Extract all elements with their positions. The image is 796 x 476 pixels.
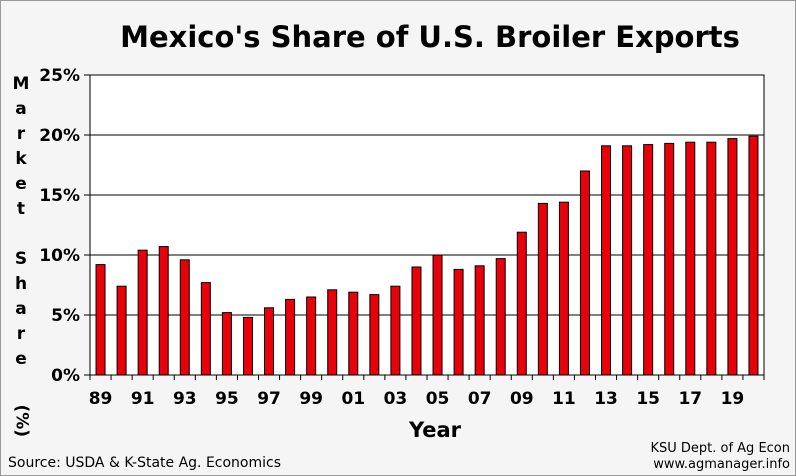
bar-19 (727, 138, 738, 376)
x-tick-label: 95 (215, 389, 239, 409)
bar-98 (285, 298, 296, 376)
bar-06 (453, 268, 464, 376)
x-tick-label: 19 (721, 389, 745, 409)
y-axis-label-letter: r (16, 124, 26, 144)
x-tick-label: 89 (89, 389, 113, 409)
bar-17 (685, 141, 696, 376)
bar-13 (601, 145, 612, 376)
bar-10 (537, 202, 548, 376)
bar-09 (516, 231, 527, 376)
chart-title: Mexico's Share of U.S. Broiler Exports (120, 20, 740, 54)
y-axis-label-letter: e (15, 174, 27, 194)
y-axis-label-letter: h (14, 274, 28, 294)
bar-92 (158, 246, 169, 376)
plot-area (90, 75, 764, 375)
bar-94 (200, 282, 211, 376)
x-tick-label: 93 (173, 389, 197, 409)
bar-90 (116, 285, 127, 376)
plot-border (89, 74, 765, 376)
y-axis-label-letter: t (16, 199, 26, 219)
source-note: Source: USDA & K-State Ag. Economics (8, 455, 282, 471)
x-axis-label: Year (408, 418, 462, 442)
bar-01 (348, 291, 359, 376)
x-tick-label: 15 (636, 389, 660, 409)
bar-03 (390, 285, 401, 376)
credit-line-2: www.agmanager.info (653, 457, 790, 472)
y-axis-label-letter: a (15, 299, 27, 319)
bar-12 (579, 170, 590, 376)
x-tick-label: 03 (384, 389, 408, 409)
x-tick-label: 99 (299, 389, 323, 409)
bar-07 (474, 265, 485, 376)
y-axis-label-letter: k (15, 149, 27, 169)
x-tick-label: 13 (594, 389, 618, 409)
x-tick-label: 91 (131, 389, 155, 409)
y-tick-label: 25% (39, 66, 80, 86)
bar-20 (748, 135, 759, 376)
y-axis-label-letter: e (15, 349, 27, 369)
bar-97 (264, 307, 275, 376)
y-tick-label: 0% (51, 366, 80, 386)
x-tick-label: 07 (468, 389, 492, 409)
bar-16 (664, 142, 675, 376)
bar-91 (137, 249, 148, 376)
bar-89 (95, 264, 106, 376)
x-tick-label: 11 (552, 389, 576, 409)
x-tick-label: 05 (426, 389, 450, 409)
bar-14 (622, 145, 633, 376)
bar-04 (411, 266, 422, 376)
bar-95 (221, 312, 232, 376)
y-axis-label-letter: r (16, 324, 26, 344)
bar-18 (706, 141, 717, 376)
credit-note: KSU Dept. of Ag Econ www.agmanager.info (650, 441, 790, 473)
x-tick-label: 97 (257, 389, 281, 409)
y-axis-label-letter: S (14, 249, 28, 269)
credit-line-1: KSU Dept. of Ag Econ (650, 441, 790, 456)
x-tick-label: 17 (678, 389, 702, 409)
y-tick-label: 5% (51, 306, 80, 326)
bar-99 (306, 296, 317, 376)
bar-05 (432, 254, 443, 376)
y-tick-label: 10% (39, 246, 80, 266)
y-tick-label: 20% (39, 126, 80, 146)
bar-15 (643, 144, 654, 376)
bar-00 (327, 289, 338, 376)
y-axis-label-letter: a (15, 99, 27, 119)
bar-02 (369, 294, 380, 376)
bar-08 (495, 258, 506, 376)
y-axis-label-letter: M (12, 74, 30, 94)
x-tick-label: 01 (341, 389, 365, 409)
bar-11 (558, 201, 569, 376)
bar-96 (242, 316, 253, 376)
y-tick-label: 15% (39, 186, 80, 206)
bar-93 (179, 259, 190, 376)
x-tick-label: 09 (510, 389, 534, 409)
